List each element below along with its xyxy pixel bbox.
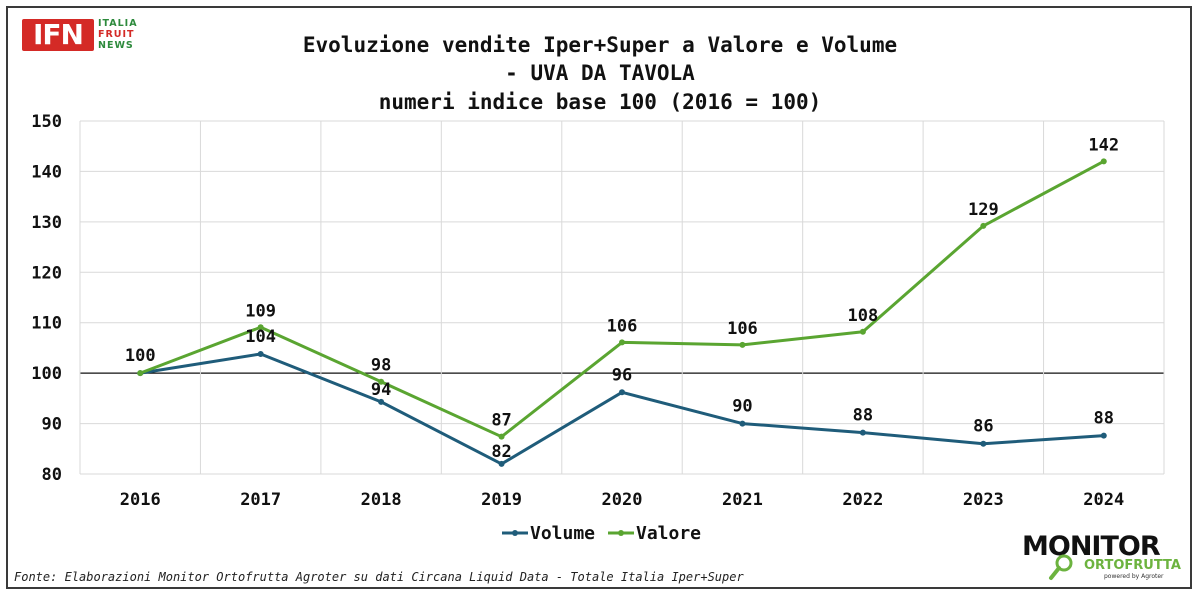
data-point-volume — [257, 350, 264, 357]
ifn-logo-line: NEWS — [98, 40, 134, 51]
monitor-logo-top: MONITOR — [1022, 531, 1161, 562]
data-point-valore — [378, 378, 385, 385]
data-label-volume: 86 — [973, 417, 993, 437]
ifn-logo-line: ITALIA — [98, 18, 138, 29]
data-label-valore: 108 — [848, 306, 879, 326]
data-label-valore: 109 — [245, 301, 276, 321]
data-point-valore — [257, 324, 264, 331]
y-tick-label: 90 — [42, 415, 62, 435]
x-tick-label: 2018 — [361, 490, 402, 510]
data-label-volume: 100 — [125, 346, 156, 366]
data-label-volume: 96 — [612, 365, 632, 385]
data-point-volume — [498, 460, 505, 467]
chart-frame — [6, 6, 1192, 589]
x-tick-label: 2022 — [842, 490, 883, 510]
data-point-volume — [1100, 432, 1107, 439]
data-label-valore: 129 — [968, 200, 999, 220]
data-label-volume: 94 — [371, 380, 391, 400]
monitor-logo-powered: powered by Agroter — [1104, 573, 1164, 580]
chart-title-line-3: numeri indice base 100 (2016 = 100) — [378, 90, 822, 114]
chart-title-line-2: - UVA DA TAVOLA — [505, 61, 695, 85]
data-point-valore — [859, 328, 866, 335]
italia-fruit-news-logo: IFN ITALIA FRUIT NEWS — [22, 18, 142, 53]
y-tick-label: 130 — [31, 213, 62, 233]
data-point-valore — [980, 222, 987, 229]
magnifier-icon — [1049, 554, 1073, 580]
data-label-volume: 88 — [1094, 409, 1114, 429]
legend-marker-valore — [618, 530, 624, 536]
data-point-valore — [619, 339, 625, 346]
x-tick-label: 2017 — [240, 490, 281, 510]
chart-title-line-1: Evoluzione vendite Iper+Super a Valore e… — [302, 33, 898, 57]
ifn-logo-mark: IFN — [22, 19, 94, 51]
y-tick-label: 150 — [31, 112, 62, 132]
x-tick-label: 2021 — [722, 490, 763, 510]
data-label-valore: 106 — [607, 316, 638, 336]
y-tick-label: 80 — [42, 465, 62, 485]
y-tick-label: 120 — [31, 263, 62, 283]
data-point-volume — [859, 429, 866, 436]
legend-marker-volume — [512, 530, 518, 536]
data-point-valore — [1100, 158, 1107, 165]
x-tick-label: 2020 — [602, 490, 643, 510]
x-tick-label: 2023 — [963, 490, 1004, 510]
data-point-valore — [498, 433, 505, 440]
series-line-valore — [139, 160, 1105, 439]
y-tick-label: 140 — [31, 162, 62, 182]
x-tick-label: 2019 — [481, 490, 522, 510]
ifn-logo-line: FRUIT — [98, 29, 135, 40]
data-label-volume: 88 — [853, 406, 873, 426]
data-point-volume — [980, 440, 987, 447]
data-label-valore: 142 — [1088, 135, 1119, 155]
x-tick-label: 2024 — [1083, 490, 1124, 510]
data-label-valore: 87 — [491, 411, 511, 431]
data-label-valore: 106 — [727, 319, 758, 339]
data-label-volume: 104 — [245, 327, 276, 347]
monitor-ortofrutta-logo: MONITOR ORTOFRUTTA powered by Agroter — [1022, 532, 1182, 584]
y-tick-label: 110 — [31, 314, 62, 334]
data-label-volume: 90 — [732, 397, 752, 417]
x-tick-label: 2016 — [120, 490, 161, 510]
ifn-logo-wordmark: ITALIA FRUIT NEWS — [98, 18, 138, 51]
data-point-volume — [739, 420, 746, 427]
data-point-volume — [619, 389, 625, 396]
data-point-valore — [739, 341, 746, 348]
monitor-logo-bottom: ORTOFRUTTA — [1084, 558, 1181, 573]
legend-label-valore: Valore — [636, 523, 701, 544]
data-point-volume — [378, 398, 385, 405]
y-tick-label: 100 — [31, 364, 62, 384]
data-point-valore — [137, 370, 144, 377]
data-label-valore: 98 — [371, 356, 391, 376]
source-note: Fonte: Elaborazioni Monitor Ortofrutta A… — [14, 570, 744, 584]
legend-label-volume: Volume — [530, 523, 595, 544]
data-label-volume: 82 — [491, 442, 511, 462]
